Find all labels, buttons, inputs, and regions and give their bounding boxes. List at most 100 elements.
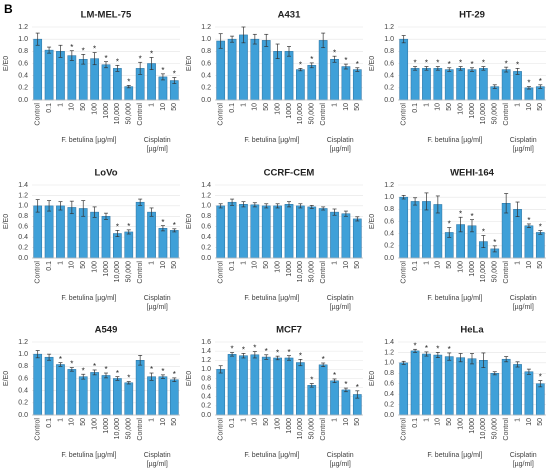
bar [307,65,317,101]
chart-title: WEHI-164 [450,168,495,179]
y-tick-label: 0.8 [201,48,211,55]
x-tick-label: 100 [91,103,98,115]
y-axis-label: E/E0 [369,371,376,386]
error-bar [447,67,452,72]
x-tick-label: 0.1 [229,103,236,113]
bar [330,211,339,259]
error-bar [424,351,429,357]
x-tick-label: 1 [331,261,338,265]
x-tick-label: 50,000 [492,103,499,125]
significance-star: * [482,59,485,68]
significance-star: * [59,355,62,364]
significance-star: * [539,77,542,86]
x-tick-label: 50 [263,418,270,426]
bar [535,383,545,416]
y-tick-label: 1.0 [201,366,211,373]
error-bar [492,371,497,376]
x-group-label: Cisplatin [144,295,171,302]
significance-star: * [414,341,417,350]
x-tick-label: 10 [343,261,350,269]
y-tick-label: 0.8 [201,213,211,220]
error-bar [149,207,154,217]
x-tick-label: 10 [435,418,442,426]
x-tick-label: 100 [457,261,464,273]
chart-title: HT-29 [459,10,485,21]
bar [524,87,534,101]
significance-star: * [276,348,279,357]
y-tick-label: 0.4 [201,73,211,80]
bar [101,64,111,101]
y-axis-label: E/E0 [3,371,10,386]
error-bar [355,216,360,222]
error-bar [526,223,531,228]
x-group-label: Cisplatin [510,295,537,302]
y-axis-label: E/E0 [3,214,10,229]
error-bar [58,201,63,211]
bar [33,353,43,416]
error-bar [343,63,348,70]
bar [67,207,77,259]
bar [341,213,351,259]
bar [399,196,409,259]
error-bar [92,369,97,376]
x-tick-label: 10 [252,418,259,426]
x-tick-label: 50,000 [126,103,133,125]
bar [44,49,54,101]
error-bar [81,373,86,380]
significance-star: * [265,347,268,356]
significance-star: * [356,60,359,69]
error-bar [470,219,474,233]
x-tick-label: 50 [80,261,87,269]
y-tick-label: 1.4 [201,182,211,189]
bar [216,40,226,101]
error-bar [492,245,497,253]
bar [296,69,305,101]
bar [513,71,522,101]
x-tick-label: 10 [435,103,442,111]
significance-star: * [505,59,508,68]
x-group-label: F. betulina [µg/ml] [61,295,116,302]
y-tick-label: 0.2 [384,243,394,250]
error-bar [149,57,154,70]
y-tick-label: 0.8 [18,48,28,55]
x-tick-label: 1 [514,418,521,422]
error-bar [515,201,520,217]
x-tick-label: 10 [526,261,533,269]
y-tick-label: 0.4 [201,394,211,401]
error-bar [218,33,223,49]
x-group-label: [µg/ml] [330,304,351,311]
error-bar [470,353,474,365]
error-bar [435,352,440,358]
bar [169,230,179,259]
bar [113,233,122,259]
y-axis-label: E/E0 [369,214,376,229]
x-tick-label: Control [320,418,327,441]
x-tick-label: 50,000 [126,418,133,440]
x-tick-label: 1000 [469,103,476,119]
error-bar [115,376,120,381]
error-bar [172,228,177,233]
y-tick-label: 1.4 [18,182,28,189]
x-tick-label: 50 [171,418,178,426]
significance-star: * [127,222,130,231]
x-group-label: Cisplatin [144,137,171,144]
x-tick-label: 0.1 [46,261,53,271]
chart-title: A431 [278,10,301,21]
x-tick-label: Control [35,418,42,441]
error-bar [458,66,463,71]
x-tick-label: 50 [354,418,361,426]
x-group-label: [µg/ml] [513,146,534,153]
x-group-label: [µg/ml] [147,146,168,153]
bar [33,38,43,101]
error-bar [275,203,280,209]
significance-star: * [161,218,164,227]
bar [433,354,443,416]
y-tick-label: 0.6 [384,60,394,67]
bar [67,55,77,101]
y-tick-label: 1.0 [201,36,211,43]
x-group-label: Cisplatin [327,295,354,302]
significance-star: * [82,46,85,55]
y-tick-label: 0.4 [18,234,28,241]
x-tick-label: 10 [69,103,76,111]
bar [216,369,226,416]
